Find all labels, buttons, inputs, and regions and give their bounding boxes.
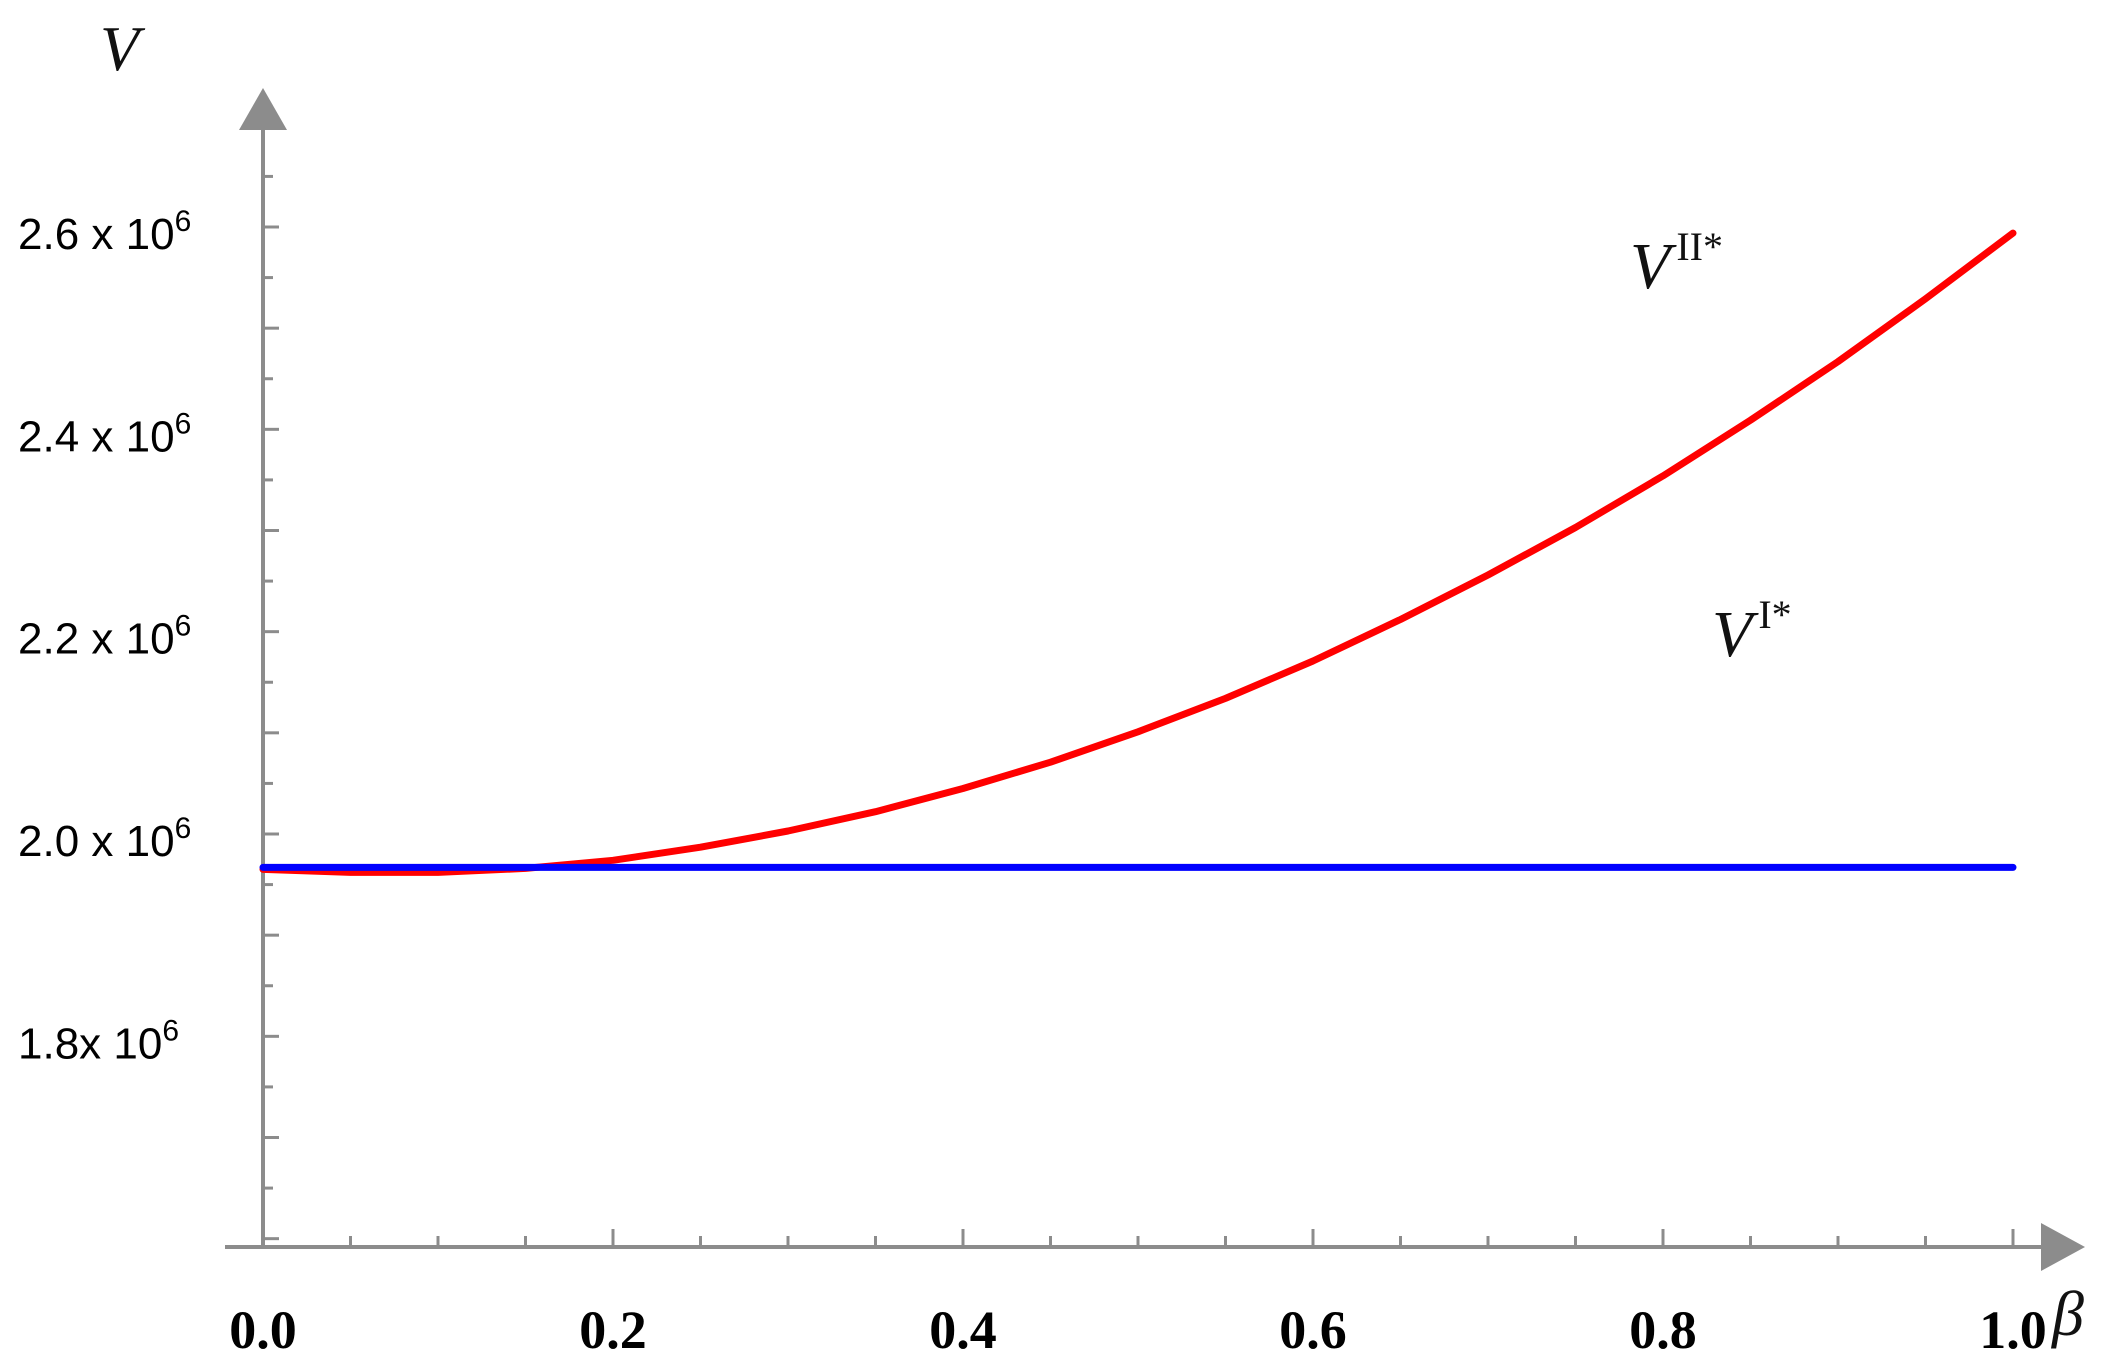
x-tick-label: 1.0 xyxy=(1979,1300,2047,1360)
x-tick-label: 0.4 xyxy=(929,1300,997,1360)
series-label-1: V I* xyxy=(1712,592,1792,671)
axes xyxy=(225,88,2085,1271)
x-tick-label: 0.8 xyxy=(1629,1300,1697,1360)
x-axis-title: β xyxy=(2050,1278,2084,1349)
y-tick-label: 2.2 x 106 xyxy=(18,610,191,664)
y-axis-title: V xyxy=(100,13,146,84)
series-line-0 xyxy=(259,229,2017,876)
ticks xyxy=(261,174,2015,1247)
x-axis-arrow xyxy=(2041,1223,2085,1271)
y-tick-label: 2.4 x 106 xyxy=(18,407,191,461)
y-tick-label: 2.0 x 106 xyxy=(18,812,191,866)
y-tick-label: 2.6 x 106 xyxy=(18,205,191,259)
x-tick-label: 0.2 xyxy=(579,1300,647,1360)
series-layer xyxy=(259,229,2017,876)
series-label-0: V II* xyxy=(1630,224,1723,303)
labels: 2.6 x 106 2.4 x 106 2.2 x 106 2.0 x 106 1.8x… xyxy=(18,13,2084,1360)
x-tick-label: 0.6 xyxy=(1279,1300,1347,1360)
y-axis-arrow xyxy=(239,88,287,130)
x-tick-label: 0.0 xyxy=(229,1300,297,1360)
y-tick-label: 1.8x 106 xyxy=(18,1014,179,1068)
